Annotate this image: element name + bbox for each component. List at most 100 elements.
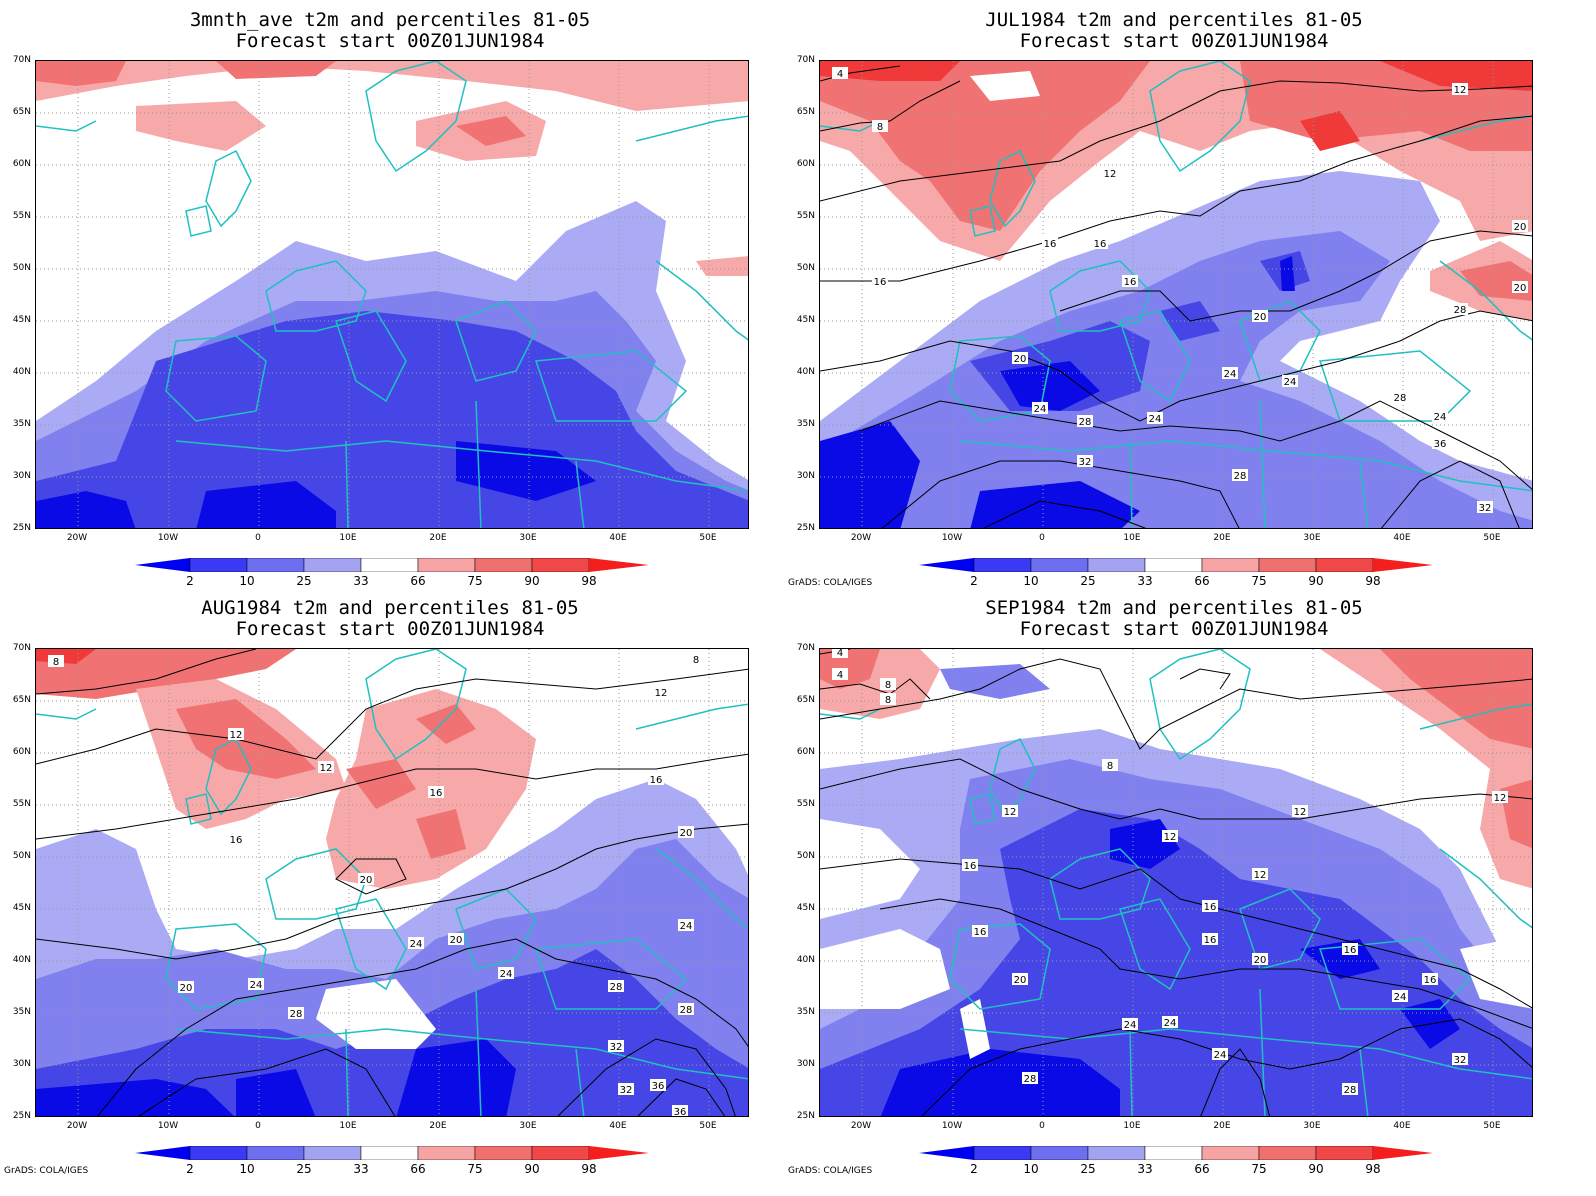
contour-label: 12 [1452,83,1468,96]
contour-label: 16 [872,275,888,288]
colorbar-label: 75 [1251,1162,1267,1176]
contour-label: 16 [648,773,664,786]
lon-label: 10W [941,1121,963,1131]
contour-label: 24 [1222,367,1238,380]
colorbar-label: 90 [1308,574,1324,588]
contour-label-text: 20 [1514,283,1527,294]
contour-label: 20 [178,981,194,994]
lat-label: 65N [12,695,31,705]
lon-label: 30E [1303,1121,1321,1131]
contour-label-text: 28 [680,1005,693,1016]
contour-label: 24 [1432,410,1448,423]
panel-sep1984: SEP1984 t2m and percentiles 81-05 Foreca… [784,588,1564,1176]
lat-label: 50N [796,851,815,861]
shade-red-pale-2 [136,101,266,151]
lat-label: 30N [12,471,31,481]
lat-label: 65N [796,107,815,117]
contour-label-text: 12 [1164,832,1177,843]
contour-label: 20 [1512,220,1528,233]
colorbar-label: 2 [186,574,194,588]
contour-label-text: 16 [1204,902,1217,913]
contour-label: 24 [408,937,424,950]
contour-label-text: 24 [1164,1018,1177,1029]
contour-label: 12 [318,761,334,774]
panel-title-line1: AUG1984 t2m and percentiles 81-05 [201,597,579,619]
colorbar-label: 90 [524,574,540,588]
map-area: 4 8 12 12 16 16 16 16 20 20 20 24 24 24 24 28 28 28 32 36 20… [819,60,1533,529]
lat-label: 60N [796,159,815,169]
contour-label-text: 24 [1124,1020,1137,1031]
lon-label: 20W [850,1121,872,1131]
contour-label: 16 [228,833,244,846]
contour-label: 12 [1492,791,1508,804]
lon-label: 30E [519,1121,537,1131]
lat-label: 35N [12,1007,31,1017]
contour-label-text: 20 [450,935,463,946]
contour-label-text: 32 [1479,503,1492,514]
colorbar-label: 98 [581,1162,597,1176]
panel-title-line2: Forecast start 00Z01JUN1984 [235,618,545,640]
colorbar-label: 2 [970,574,978,588]
lon-label: 30E [1303,533,1321,543]
contour-label: 16 [1202,900,1218,913]
lat-label: 35N [12,419,31,429]
lon-label: 10E [339,1121,357,1131]
contour-label-text: 16 [230,835,243,846]
contour-label-text: 12 [1104,169,1117,180]
contour-label: 4 [832,668,848,681]
colorbar-label: 33 [353,1162,369,1176]
contour-label: 36 [1432,437,1448,450]
contour-label: 36 [650,1079,666,1092]
contour-label: 24 [248,978,264,991]
colorbar-label: 66 [410,1162,426,1176]
contour-label-text: 32 [610,1042,623,1053]
contour-label: 32 [1077,455,1093,468]
contour-label: 8 [872,120,888,133]
shade-red-pale [36,61,748,111]
lon-label: 20E [1213,533,1231,543]
contour-label-text: 12 [230,730,243,741]
panel-jul1984: JUL1984 t2m and percentiles 81-05 Foreca… [784,0,1564,588]
colorbar-label: 75 [467,1162,483,1176]
grads-credit: GrADS: COLA/IGES [4,1166,89,1176]
lat-label: 70N [796,55,815,65]
contour-label-text: 4 [837,69,843,80]
lon-label: 10E [339,533,357,543]
contour-label: 16 [1342,943,1358,956]
shade-red-mid-2 [456,116,526,146]
contour-label-text: 36 [674,1107,687,1117]
lon-label: 40E [609,533,627,543]
colorbar-label: 10 [239,574,255,588]
contour-label: 20 [1012,973,1028,986]
contour-label-text: 24 [680,921,693,932]
contour-label: 12 [653,686,669,699]
contour-label-text: 16 [650,775,663,786]
lon-label: 20W [66,533,88,543]
colorbar-label: 90 [524,1162,540,1176]
contour-label: 4 [832,649,848,659]
lat-label: 45N [12,315,31,325]
colorbar-label: 25 [296,574,312,588]
contour-label: 16 [1042,237,1058,250]
panel-title-line2: Forecast start 00Z01JUN1984 [1019,30,1329,52]
colorbar-label: 98 [1365,574,1381,588]
contour-label: 20 [1252,310,1268,323]
lon-label: 0 [255,1121,261,1131]
colorbar-label: 33 [353,574,369,588]
map-area [35,60,749,529]
contour-label: 12 [1002,805,1018,818]
grads-credit: GrADS: COLA/IGES [788,578,873,588]
lon-label: 40E [609,1121,627,1131]
contour-label: 36 [672,1105,688,1117]
contour-label: 24 [1032,402,1048,415]
contour-label: 24 [1282,375,1298,388]
contour-label-text: 20 [1254,955,1267,966]
lat-label: 70N [12,643,31,653]
contour-label: 12 [1162,830,1178,843]
panel-aug1984: AUG1984 t2m and percentiles 81-05 Foreca… [0,588,780,1176]
contour-label-text: 24 [1149,414,1162,425]
grads-credit: GrADS: COLA/IGES [788,1166,873,1176]
colorbar-label: 25 [1080,574,1096,588]
lat-label: 25N [12,1111,31,1121]
lat-label: 30N [796,471,815,481]
